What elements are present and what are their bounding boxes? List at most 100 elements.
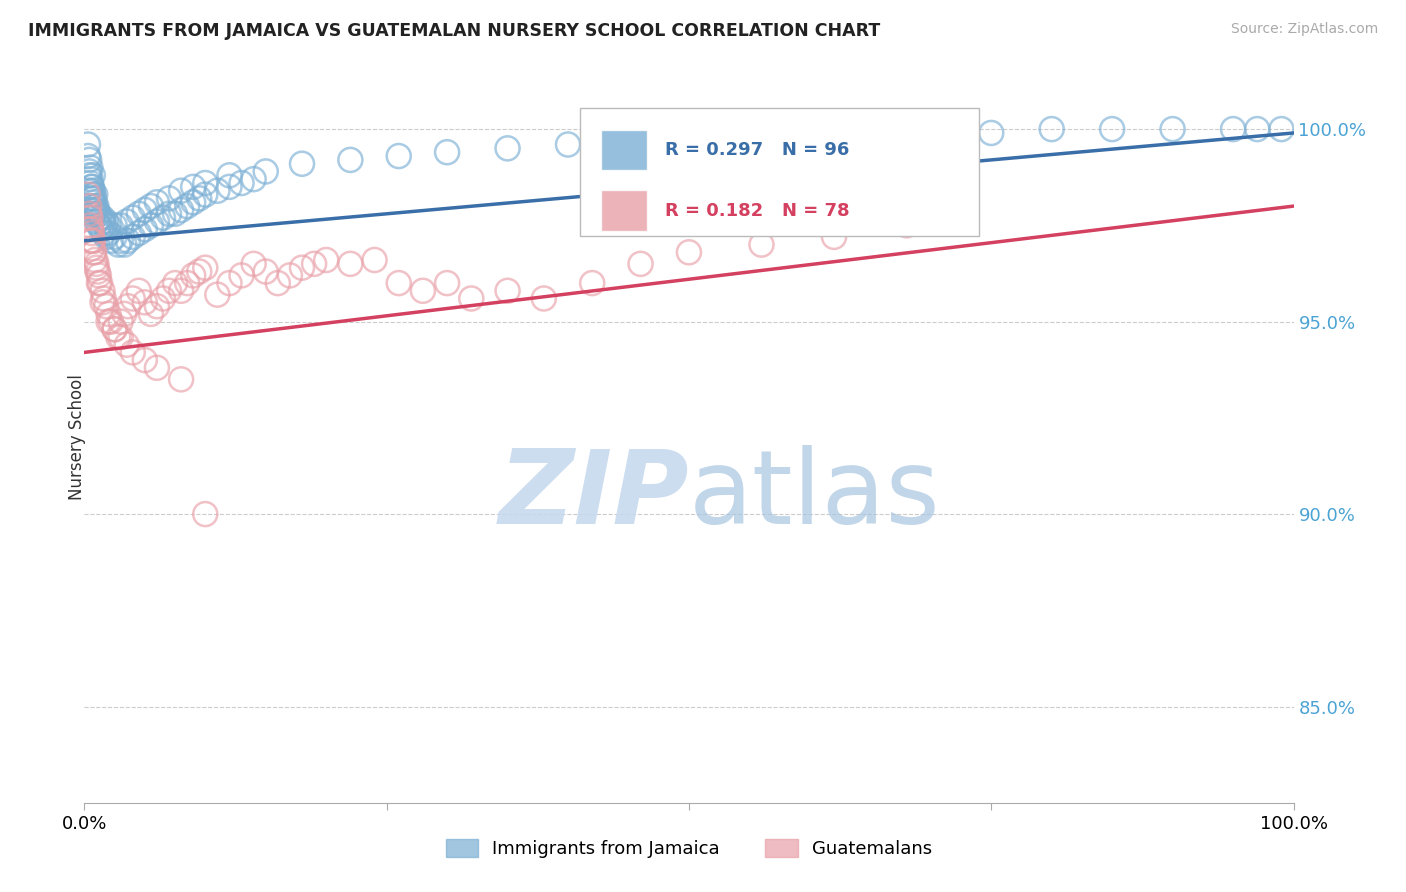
Point: [110, 219, 132, 233]
Point: [104, 322, 127, 336]
Point: [107, 237, 129, 252]
Point: [82, 234, 104, 248]
Point: [181, 195, 204, 210]
Point: [980, 126, 1002, 140]
Point: [152, 211, 174, 225]
Point: [80, 242, 103, 256]
Point: [242, 172, 264, 186]
Point: [100, 234, 122, 248]
Point: [79, 172, 101, 186]
Point: [176, 276, 198, 290]
Point: [157, 284, 180, 298]
Point: [117, 299, 139, 313]
Point: [533, 292, 555, 306]
Point: [110, 330, 132, 344]
Point: [97, 315, 120, 329]
Point: [79, 211, 101, 225]
Point: [170, 284, 193, 298]
Point: [128, 226, 150, 240]
Point: [84, 252, 107, 267]
Point: [194, 507, 217, 521]
Point: [363, 252, 385, 267]
Point: [152, 292, 174, 306]
Point: [89, 276, 111, 290]
Point: [134, 222, 156, 236]
Point: [83, 245, 105, 260]
Point: [302, 257, 325, 271]
Point: [84, 202, 107, 217]
Point: [738, 129, 761, 144]
Point: [86, 202, 108, 217]
Point: [218, 179, 240, 194]
Point: [278, 268, 301, 283]
Point: [77, 207, 100, 221]
Point: [128, 207, 150, 221]
Point: [97, 226, 120, 240]
Point: [218, 276, 240, 290]
Point: [86, 214, 108, 228]
Point: [254, 164, 277, 178]
Point: [1246, 122, 1268, 136]
Point: [86, 260, 108, 275]
Text: R = 0.182   N = 78: R = 0.182 N = 78: [665, 202, 849, 219]
Point: [388, 149, 411, 163]
Point: [90, 222, 112, 236]
Point: [84, 199, 107, 213]
Point: [94, 219, 117, 233]
Point: [242, 257, 264, 271]
Point: [100, 315, 122, 329]
Point: [87, 207, 110, 221]
Point: [188, 264, 211, 278]
Point: [920, 126, 942, 140]
Point: [121, 230, 143, 244]
Point: [80, 222, 103, 236]
Point: [91, 284, 114, 298]
Point: [207, 287, 229, 301]
Point: [77, 169, 100, 183]
Point: [460, 292, 482, 306]
Point: [77, 187, 100, 202]
Point: [1222, 122, 1244, 136]
Point: [291, 260, 314, 275]
Point: [859, 126, 882, 140]
Point: [82, 234, 104, 248]
Point: [112, 237, 135, 252]
Point: [436, 145, 458, 160]
Point: [339, 257, 361, 271]
Bar: [600, 130, 647, 170]
Point: [77, 184, 100, 198]
Point: [79, 176, 101, 190]
Point: [496, 284, 519, 298]
Point: [617, 134, 640, 148]
Point: [194, 260, 217, 275]
Point: [87, 276, 110, 290]
Point: [79, 219, 101, 233]
Point: [112, 307, 135, 321]
Point: [128, 284, 150, 298]
Point: [678, 134, 700, 148]
Point: [194, 176, 217, 190]
Point: [134, 295, 156, 310]
Point: [77, 222, 100, 236]
Point: [84, 187, 107, 202]
Point: [93, 292, 115, 306]
Point: [176, 199, 198, 213]
Point: [231, 268, 253, 283]
Point: [134, 353, 156, 368]
Point: [79, 207, 101, 221]
Point: [104, 230, 127, 244]
Point: [436, 276, 458, 290]
Point: [799, 129, 821, 144]
Point: [207, 184, 229, 198]
Point: [165, 207, 187, 221]
Point: [83, 207, 105, 221]
Point: [139, 219, 162, 233]
Text: ZIP: ZIP: [498, 445, 689, 546]
Point: [110, 234, 132, 248]
Point: [181, 268, 204, 283]
Point: [157, 191, 180, 205]
Point: [139, 307, 162, 321]
Point: [231, 176, 253, 190]
Point: [82, 169, 104, 183]
Point: [630, 257, 652, 271]
